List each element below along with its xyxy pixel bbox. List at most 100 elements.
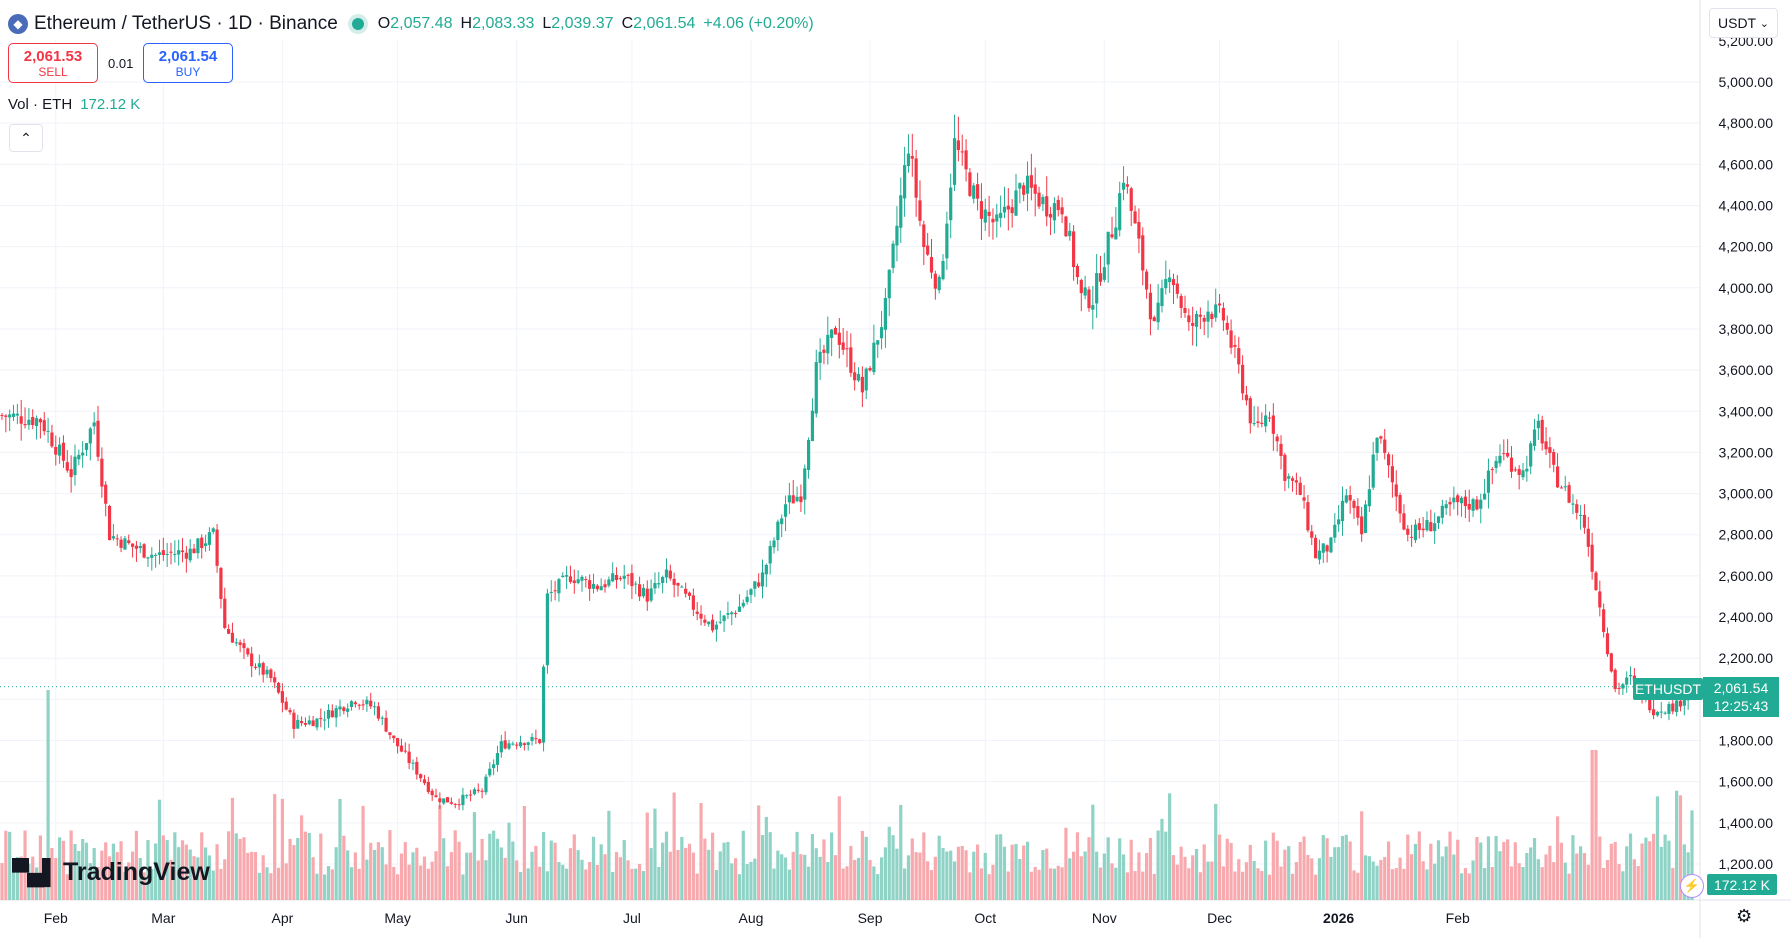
- volume-bar: [799, 854, 803, 900]
- gear-icon[interactable]: ⚙: [1736, 906, 1753, 926]
- candle-body: [92, 422, 96, 427]
- volume-bar: [895, 848, 899, 900]
- volume-bar: [434, 851, 438, 900]
- candle-body: [161, 550, 165, 556]
- candle-body: [1394, 484, 1398, 497]
- market-status-icon[interactable]: [351, 18, 364, 30]
- volume-bar: [1582, 853, 1587, 900]
- volume-bar: [872, 866, 876, 900]
- candle-body: [1329, 537, 1333, 553]
- volume-bar: [1125, 872, 1129, 900]
- candle-body: [991, 218, 995, 223]
- candle-body: [23, 424, 27, 426]
- candle-body: [380, 717, 384, 719]
- volume-bar: [46, 690, 50, 900]
- candle-body: [422, 779, 427, 784]
- volume-bar: [1671, 867, 1675, 900]
- volume-bar: [1363, 855, 1368, 900]
- candle-body: [1260, 422, 1264, 424]
- candle-body: [4, 415, 8, 417]
- volume-bar: [1494, 836, 1498, 900]
- volume-bar: [1313, 874, 1318, 900]
- candle-body: [1532, 429, 1537, 446]
- volume-bar: [1417, 831, 1421, 900]
- lightning-icon[interactable]: ⚡: [1680, 874, 1704, 898]
- candle-body: [618, 578, 622, 580]
- volume-bar: [1360, 811, 1364, 900]
- candle-body: [941, 260, 945, 280]
- volume-bar: [837, 796, 841, 900]
- volume-bar: [1329, 856, 1333, 900]
- volume-bar: [657, 866, 661, 900]
- volume-bar: [503, 857, 507, 900]
- volume-bar: [1287, 846, 1291, 900]
- volume-bar: [1041, 850, 1045, 900]
- volume-bar: [926, 861, 930, 900]
- volume-bar: [753, 858, 757, 900]
- volume-bar: [661, 842, 665, 900]
- candle-body: [530, 736, 534, 741]
- candle-body: [1179, 295, 1183, 309]
- ethereum-icon: ◆: [8, 14, 28, 34]
- buy-button[interactable]: 2,061.54 BUY: [143, 43, 233, 83]
- volume-bar: [1191, 855, 1195, 900]
- candle-body: [19, 416, 23, 424]
- candle-body: [1390, 466, 1395, 483]
- volume-bar: [307, 833, 311, 900]
- volume-bar: [653, 808, 657, 900]
- volume-bar: [1290, 873, 1295, 900]
- candle-body: [772, 540, 776, 548]
- x-tick-label: Jun: [505, 910, 528, 926]
- volume-bar: [1425, 869, 1429, 900]
- volume-bar: [180, 840, 185, 900]
- volume-bar: [384, 864, 388, 900]
- candle-body: [1571, 503, 1575, 505]
- volume-bar: [1406, 834, 1410, 900]
- volume-bar: [1636, 866, 1640, 900]
- volume-bar: [626, 860, 630, 900]
- volume-value: 172.12 K: [80, 96, 141, 113]
- candle-body: [1152, 317, 1156, 322]
- volume-bar: [276, 867, 281, 900]
- candle-body: [1348, 494, 1352, 501]
- collapse-chevron-up-icon[interactable]: ⌃: [9, 124, 43, 152]
- candle-body: [357, 704, 361, 706]
- candle-body: [1413, 524, 1418, 541]
- sell-button[interactable]: 2,061.53 SELL: [8, 43, 98, 83]
- volume-bar: [649, 848, 653, 900]
- volume-bar: [1302, 836, 1306, 900]
- candle-body: [1379, 436, 1383, 439]
- candle-body: [150, 554, 154, 558]
- volume-legend[interactable]: Vol · ETH 172.12 K: [8, 96, 140, 113]
- candle-body: [1613, 669, 1617, 690]
- volume-bar: [349, 867, 354, 900]
- volume-bar: [311, 857, 315, 900]
- volume-bar: [680, 836, 684, 900]
- tradingview-logo[interactable]: ▀▄▌ TradingView: [12, 858, 210, 887]
- candle-body: [1356, 506, 1360, 518]
- volume-bar: [1567, 873, 1571, 900]
- candle-body: [1663, 712, 1667, 714]
- volume-bar: [1221, 866, 1226, 900]
- volume-bar: [1498, 851, 1502, 900]
- volume-bar: [27, 863, 31, 900]
- volume-bar: [507, 822, 511, 900]
- candle-body: [588, 580, 592, 589]
- currency-select[interactable]: USDT ⌄: [1709, 8, 1778, 38]
- candle-body: [603, 584, 607, 588]
- volume-bar: [803, 854, 807, 900]
- candle-body: [1655, 711, 1660, 716]
- candle-body: [384, 717, 388, 732]
- candle-body: [1682, 699, 1686, 706]
- volume-bar: [630, 868, 634, 900]
- volume-bar: [330, 869, 334, 900]
- candle-body: [1156, 302, 1160, 323]
- candle-body: [1241, 364, 1245, 394]
- volume-bar: [734, 858, 738, 900]
- candle-body: [326, 709, 331, 719]
- symbol-title[interactable]: Ethereum / TetherUS · 1D · Binance: [34, 13, 338, 34]
- candle-body: [104, 484, 108, 504]
- candle-body: [130, 543, 135, 547]
- volume-bar: [691, 852, 695, 900]
